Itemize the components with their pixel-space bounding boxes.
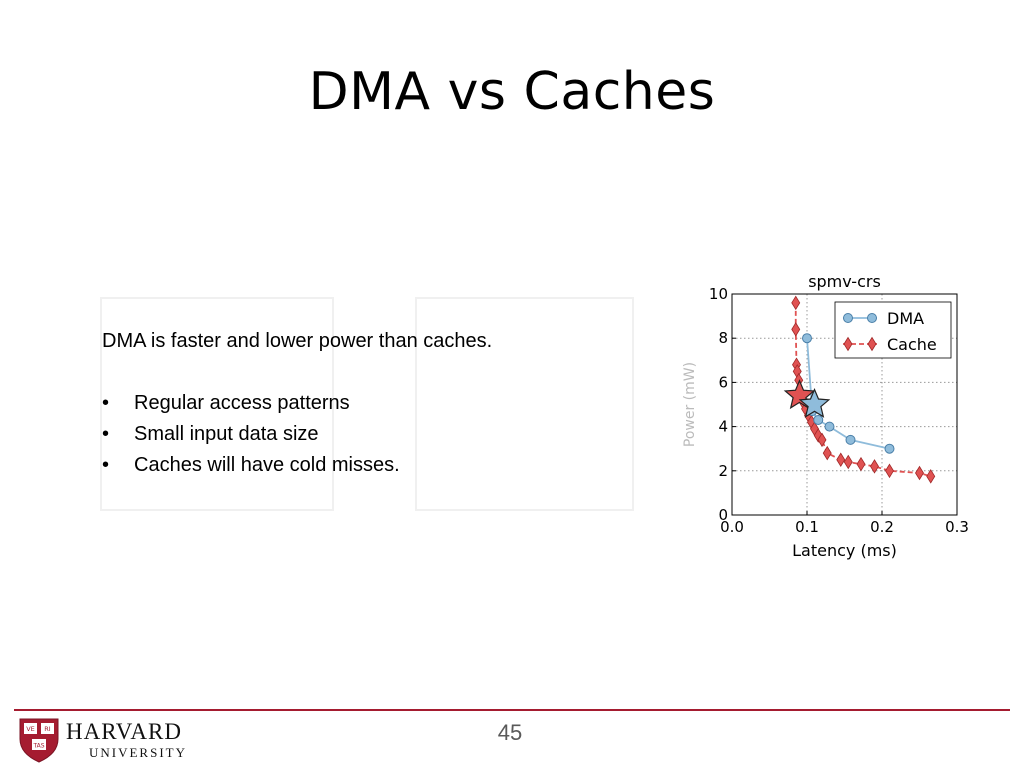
x-axis-label: Latency (ms) <box>792 541 897 560</box>
bullet-item: Small input data size <box>102 419 662 450</box>
legend-label-dma: DMA <box>887 309 924 328</box>
data-point-dma <box>845 434 856 445</box>
slide-body: DMA is faster and lower power than cache… <box>102 326 662 481</box>
bullet-item: Caches will have cold misses. <box>102 450 662 481</box>
y-tick-label: 8 <box>718 329 728 347</box>
legend-marker-dma <box>843 313 853 323</box>
data-point-cache <box>926 469 936 484</box>
data-point-dma <box>813 414 824 425</box>
legend-box <box>834 301 952 359</box>
data-point-dma <box>802 333 812 344</box>
data-point-dma <box>824 421 835 432</box>
data-point-cache <box>870 459 879 474</box>
chart-title: spmv-crs <box>808 272 881 291</box>
lead-text: DMA is faster and lower power than cache… <box>102 330 493 352</box>
slide-title: DMA vs Caches <box>308 62 716 122</box>
plot-frame <box>731 293 958 516</box>
data-point-cache <box>791 295 801 311</box>
y-tick-label: 2 <box>718 462 728 480</box>
chart-svg: 0.0 0.1 0.2 0.3 0 2 4 6 8 10 spmv-crs Latency (ms) P… <box>682 272 969 560</box>
bullet-item: Regular access patterns <box>102 388 662 419</box>
data-point-cache <box>791 322 801 337</box>
data-point-cache <box>836 452 846 468</box>
legend-marker-cache <box>843 336 853 352</box>
x-tick-label: 0.1 <box>795 518 819 536</box>
optimal-star-dma <box>798 387 831 418</box>
data-point-cache <box>817 432 827 448</box>
y-tick-label: 10 <box>709 285 728 303</box>
shield-text: TAS <box>32 743 44 750</box>
y-tick-label: 6 <box>718 373 728 391</box>
data-point-cache <box>856 456 866 472</box>
data-point-cache <box>915 465 924 481</box>
legend-marker-cache <box>867 336 877 352</box>
x-tick-label: 0.0 <box>720 518 744 536</box>
shield-text: VE <box>26 725 35 733</box>
logo-wordmark: HARVARD <box>66 719 182 744</box>
spmv-crs-chart: 0.0 0.1 0.2 0.3 0 2 4 6 8 10 spmv-crs Latency (ms) P… <box>680 270 990 570</box>
x-tick-label: 0.2 <box>870 518 894 536</box>
data-point-dma <box>884 443 895 454</box>
y-axis-label: Power (mW) <box>682 362 698 447</box>
x-tick-label: 0.3 <box>945 518 969 536</box>
legend-label-cache: Cache <box>887 335 937 354</box>
bullet-list: Regular access patterns Small input data… <box>102 388 662 481</box>
legend-marker-dma <box>867 313 877 323</box>
data-point-cache <box>822 445 832 461</box>
harvard-logo: VE RI TAS HARVARD UNIVERSITY <box>18 717 208 763</box>
footer-rule <box>14 709 1010 711</box>
shield-text: RI <box>44 725 51 733</box>
y-tick-label: 0 <box>718 506 728 524</box>
harvard-shield-icon: VE RI TAS <box>19 718 59 763</box>
data-point-cache <box>843 454 853 470</box>
page-number: 45 <box>497 720 523 745</box>
y-tick-label: 4 <box>718 418 728 436</box>
logo-subtitle: UNIVERSITY <box>89 745 187 760</box>
data-point-cache <box>885 463 894 479</box>
